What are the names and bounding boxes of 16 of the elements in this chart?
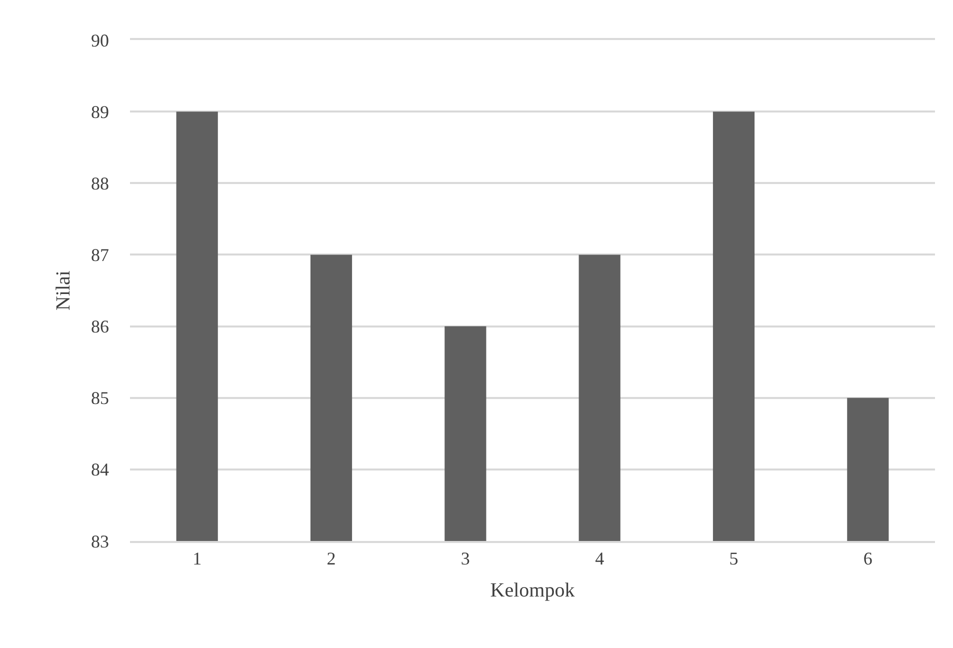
x-tick-label: 1 [192,548,202,568]
y-tick-label: 83 [91,531,109,552]
x-tick-label: 4 [595,548,604,568]
x-tick-label: 6 [863,548,872,568]
y-tick-label: 88 [91,173,109,194]
y-tick-label: 87 [91,245,109,266]
x-tick-label: 3 [460,548,470,568]
y-tick-label: 89 [91,102,109,122]
y-tick-label: 84 [91,460,109,480]
x-tick-label: 5 [729,548,738,568]
y-tick-label: 86 [91,316,109,337]
x-axis-title: Kelompok [490,579,575,602]
y-tick-label: 90 [91,30,109,50]
x-tick-label: 2 [326,548,336,568]
y-tick-label: 85 [91,388,109,408]
y-axis-title: Nilai [52,270,74,310]
